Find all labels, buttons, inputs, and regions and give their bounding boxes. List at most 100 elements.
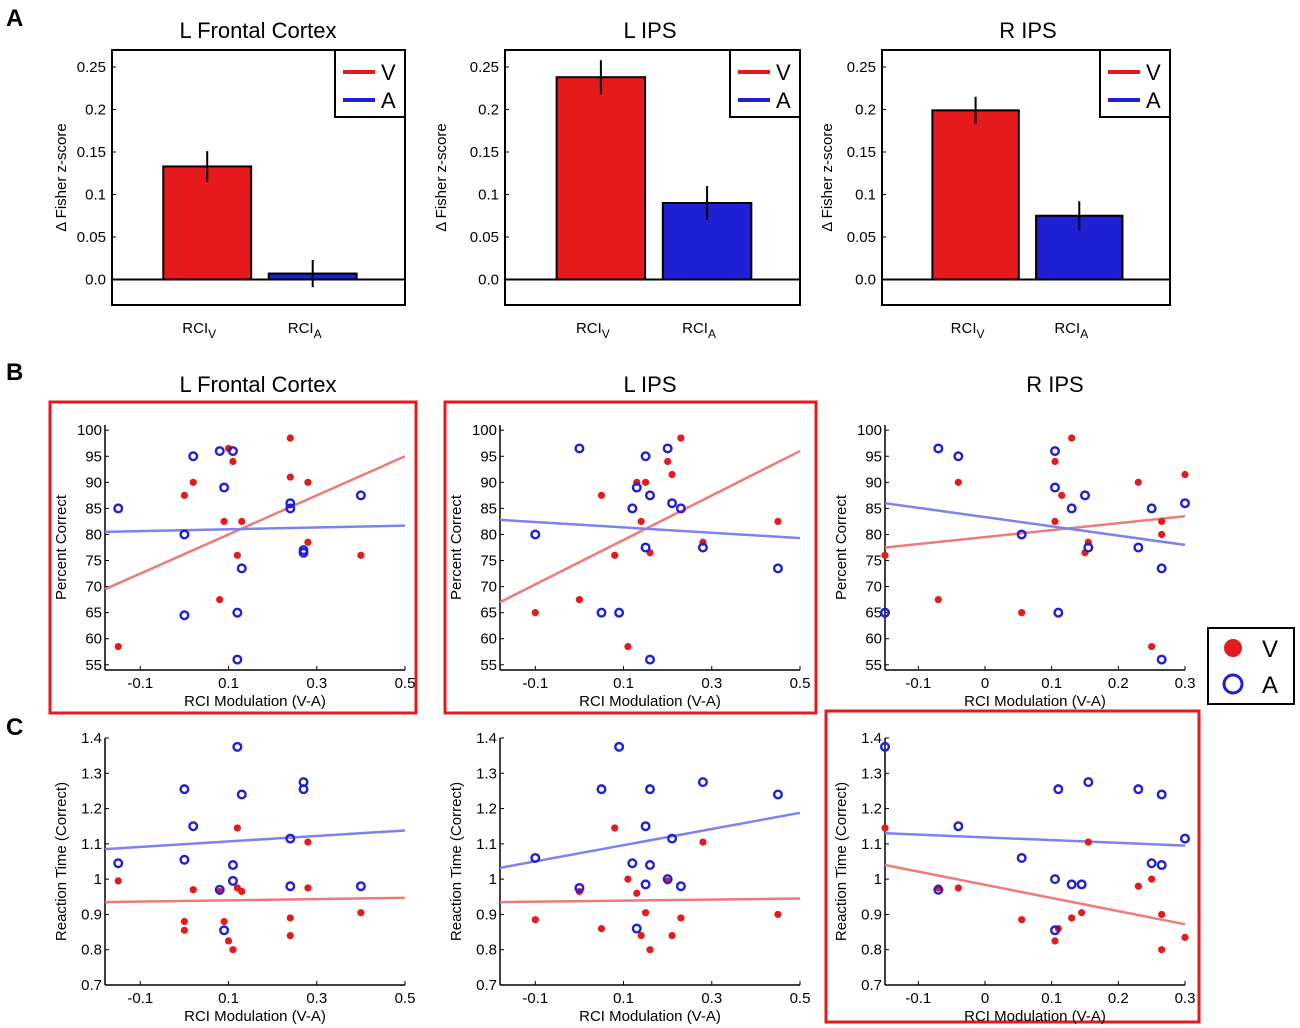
point-a bbox=[627, 858, 638, 869]
point-v bbox=[286, 932, 294, 940]
point-a bbox=[1179, 498, 1190, 509]
y-tick-label: 0.7 bbox=[861, 977, 882, 994]
fit-line-a bbox=[884, 832, 1186, 847]
y-axis-label: Percent Correct bbox=[448, 494, 465, 600]
point-a bbox=[179, 610, 190, 621]
y-tick-label: 55 bbox=[85, 657, 102, 674]
shared-legend: V A bbox=[1207, 627, 1295, 705]
y-tick-label: 0.7 bbox=[81, 977, 102, 994]
y-axis-label: Reaction Time (Correct) bbox=[53, 782, 70, 941]
point-a bbox=[1049, 482, 1060, 493]
y-axis-label: Reaction Time (Correct) bbox=[833, 782, 850, 941]
point-a bbox=[1133, 542, 1144, 553]
point-a bbox=[667, 833, 678, 844]
point-a bbox=[1079, 490, 1090, 501]
point-a bbox=[1156, 654, 1167, 665]
y-tick-label: 95 bbox=[480, 448, 497, 465]
point-v bbox=[1051, 517, 1059, 526]
point-a bbox=[355, 490, 366, 501]
y-tick-label: 95 bbox=[85, 448, 102, 465]
y-tick-label: 100 bbox=[472, 422, 497, 439]
y-tick-label: 0.05 bbox=[470, 229, 499, 246]
point-v bbox=[233, 551, 241, 559]
x-tick-label: 0.3 bbox=[701, 675, 722, 692]
plot-frame bbox=[111, 49, 406, 306]
chart-b3: R IPS Percent Correct 55 60 65 70 75 80 85 90 95 10… bbox=[833, 372, 1195, 710]
y-tick-label: 0.0 bbox=[478, 272, 499, 289]
y-tick-label: 0.8 bbox=[476, 942, 497, 959]
point-v bbox=[220, 517, 228, 526]
y-tick-label: 1 bbox=[94, 871, 102, 888]
chart-c1: Reaction Time (Correct) 0.7 0.8 0.9 1 1.1 1.2 1… bbox=[53, 730, 415, 1025]
point-a bbox=[1066, 503, 1077, 514]
x-tick-label: 0.3 bbox=[306, 990, 327, 1007]
x-tick-label: -0.1 bbox=[905, 990, 931, 1007]
chart-title: L IPS bbox=[624, 18, 677, 43]
y-tick-label: 70 bbox=[865, 579, 882, 596]
y-tick-label: 0.8 bbox=[861, 942, 882, 959]
point-v bbox=[1084, 838, 1092, 846]
legend-a-marker bbox=[1222, 673, 1244, 695]
x-tick-label: RCIV bbox=[182, 320, 216, 341]
point-a bbox=[179, 854, 190, 865]
point-v bbox=[357, 909, 365, 917]
point-v bbox=[229, 457, 237, 466]
point-v bbox=[641, 909, 650, 917]
point-a bbox=[880, 607, 891, 618]
point-v bbox=[1068, 914, 1076, 922]
legend-box bbox=[729, 49, 801, 118]
y-tick-label: 0.1 bbox=[478, 187, 499, 204]
point-a bbox=[1076, 879, 1087, 890]
x-tick-label: RCIA bbox=[288, 320, 322, 341]
bar-legend: VA bbox=[334, 49, 406, 118]
shared-legend-box bbox=[1207, 627, 1295, 705]
x-axis-label: RCI Modulation (V-A) bbox=[579, 693, 721, 710]
y-axis-label: Percent Correct bbox=[833, 494, 850, 600]
x-tick-label: -0.1 bbox=[127, 675, 153, 692]
legend-v-marker bbox=[1224, 639, 1242, 657]
y-tick-label: 90 bbox=[480, 474, 497, 491]
point-a bbox=[227, 875, 238, 886]
point-a bbox=[214, 446, 225, 457]
point-v bbox=[668, 932, 676, 940]
y-tick-label: 55 bbox=[865, 657, 882, 674]
point-a bbox=[645, 784, 656, 795]
point-a bbox=[662, 874, 673, 885]
y-tick-label: 1 bbox=[874, 871, 882, 888]
point-v bbox=[531, 916, 539, 924]
point-v bbox=[881, 551, 889, 559]
point-a bbox=[219, 482, 230, 493]
y-tick-label: 1 bbox=[489, 871, 497, 888]
point-a bbox=[113, 858, 124, 869]
y-tick-label: 0.0 bbox=[85, 272, 106, 289]
point-a bbox=[667, 498, 678, 509]
point-v bbox=[881, 824, 889, 832]
point-a bbox=[227, 446, 238, 457]
point-v bbox=[1158, 946, 1166, 954]
legend-a-text: A bbox=[1146, 88, 1161, 113]
point-v bbox=[1148, 642, 1156, 651]
point-v bbox=[633, 889, 641, 897]
x-tick-label: RCIA bbox=[682, 320, 716, 341]
point-a bbox=[933, 884, 944, 895]
point-v bbox=[624, 642, 632, 651]
point-v bbox=[1051, 457, 1059, 466]
y-tick-label: 1.2 bbox=[81, 801, 102, 818]
point-v bbox=[1158, 517, 1166, 526]
y-tick-label: 100 bbox=[77, 422, 102, 439]
point-a bbox=[574, 882, 585, 893]
y-tick-label: 1.1 bbox=[476, 836, 497, 853]
point-v bbox=[304, 478, 312, 486]
y-tick-label: 0.1 bbox=[855, 187, 876, 204]
y-tick-label: 0.2 bbox=[85, 102, 106, 119]
x-tick-label: 0.3 bbox=[1175, 990, 1196, 1007]
y-tick-label: 0.2 bbox=[478, 102, 499, 119]
point-a bbox=[285, 498, 296, 509]
bar-v bbox=[931, 109, 1020, 281]
point-v bbox=[1134, 478, 1142, 486]
y-tick-label: 80 bbox=[865, 526, 882, 543]
point-v bbox=[189, 886, 197, 894]
point-v bbox=[180, 926, 189, 934]
point-a bbox=[596, 607, 607, 618]
x-tick-label: -0.1 bbox=[905, 675, 931, 692]
